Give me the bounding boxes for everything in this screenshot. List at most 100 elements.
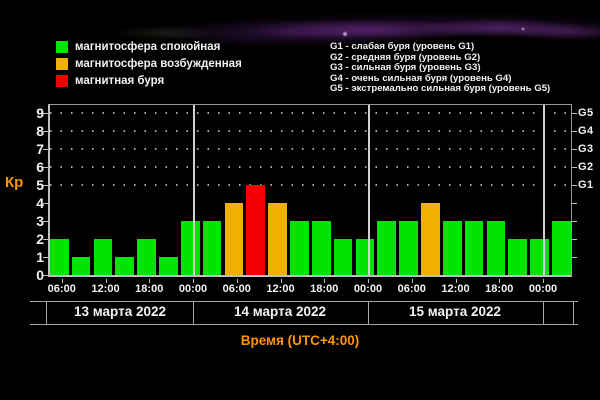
x-axis-tick [368, 279, 370, 283]
magnetosphere-legend: магнитосфера спокойная магнитосфера возб… [56, 38, 242, 89]
y-axis-tick [43, 113, 48, 115]
y-axis-tick [43, 167, 48, 169]
kp-bar [290, 221, 309, 275]
storm-scale-line-g3: G3 - сильная буря (уровень G3) [330, 62, 481, 74]
kp-bar [464, 221, 484, 275]
time-tick-label: 00:00 [353, 283, 383, 295]
right-axis-tick [572, 113, 577, 115]
time-tick-label: 12:00 [266, 283, 295, 295]
date-band-line [30, 324, 578, 325]
kp-bar [159, 257, 178, 275]
y-axis-tick [43, 185, 48, 187]
plot-grid-line [50, 184, 571, 186]
kp-bar [50, 239, 69, 275]
date-band-tick [573, 301, 574, 324]
y-tick-label: 8 [36, 123, 44, 139]
y-tick-label: 9 [36, 105, 44, 121]
date-label: 14 марта 2022 [233, 304, 327, 319]
y-axis-tick [43, 257, 48, 259]
right-axis-tick [572, 185, 577, 187]
legend-item-label: магнитосфера спокойная [75, 40, 221, 53]
time-tick-label: 12:00 [441, 283, 470, 295]
time-tick-label: 12:00 [91, 283, 120, 295]
y-axis-tick [43, 149, 48, 151]
x-axis-tick [61, 279, 63, 283]
date-band-tick [193, 301, 194, 324]
x-axis-tick [193, 279, 195, 283]
y-axis-tick [43, 239, 48, 241]
kp-bar [399, 221, 418, 275]
y-tick-label: 4 [36, 195, 44, 211]
storm-scale-line-g1: G1 - слабая буря (уровень G1) [330, 41, 475, 52]
time-tick-label: 06:00 [397, 283, 426, 295]
right-axis-tick [572, 149, 577, 151]
date-band-tick [46, 301, 47, 324]
time-tick-label: 06:00 [47, 283, 76, 295]
storm-scale-line-g4: G4 - очень сильная буря (уровень G4) [330, 72, 512, 84]
kp-bar [508, 239, 528, 275]
plot-grid-line [50, 130, 571, 132]
excited-swatch-icon [56, 57, 68, 70]
plot-area [48, 104, 572, 277]
x-axis-tick [499, 279, 501, 283]
date-label: 13 марта 2022 [73, 304, 167, 319]
kp-bar [552, 221, 571, 275]
day-separator-line [543, 105, 545, 275]
date-band-line [30, 301, 578, 302]
legend-item-excited: магнитосфера возбужденная [56, 55, 242, 72]
storm-scale-line-g5: G5 - экстремально сильная буря (уровень … [330, 83, 551, 95]
y-tick-label: 5 [36, 177, 44, 193]
kp-bar [355, 239, 375, 275]
day-separator-line [193, 105, 195, 275]
legend-item-label: магнитная буря [75, 74, 165, 87]
date-band-tick [368, 301, 369, 324]
kp-bar [442, 221, 462, 275]
kp-axis-title: Кр [5, 174, 24, 191]
time-tick-label: 00:00 [178, 283, 208, 295]
kp-bar [421, 203, 440, 275]
kp-bar [224, 203, 244, 275]
right-axis-tick [572, 221, 577, 223]
kp-bar [377, 221, 397, 275]
g-level-label: G3 [578, 143, 594, 155]
x-axis-tick [149, 279, 151, 283]
time-tick-label: 00:00 [528, 283, 558, 295]
kp-bar [246, 185, 266, 275]
y-tick-label: 3 [36, 213, 44, 229]
x-axis-tick [411, 279, 413, 283]
time-tick-label: 18:00 [135, 283, 164, 295]
kp-bar [180, 221, 200, 275]
storm-scale-legend: G1 - слабая буря (уровень G1) G2 - средн… [330, 41, 551, 95]
plot-grid-line [50, 112, 571, 114]
kp-bar [486, 221, 506, 275]
right-axis-tick [572, 257, 577, 259]
time-tick-label: 18:00 [485, 283, 514, 295]
time-tick-label: 06:00 [222, 283, 251, 295]
legend-item-storm: магнитная буря [56, 72, 242, 89]
x-axis-tick [105, 279, 107, 283]
g-level-label: G1 [578, 179, 594, 191]
y-tick-label: 7 [36, 141, 44, 157]
legend-item-label: магнитосфера возбужденная [75, 57, 242, 70]
calm-swatch-icon [56, 40, 68, 53]
g-level-label: G4 [578, 125, 594, 137]
x-axis-tick [543, 279, 545, 283]
kp-bar [311, 221, 331, 275]
kp-bar [202, 221, 222, 275]
x-axis-tick [236, 279, 238, 283]
kp-bar [530, 239, 549, 275]
kp-bar [93, 239, 113, 275]
day-separator-line [368, 105, 370, 275]
g-level-label: G5 [578, 107, 594, 119]
kp-bar [115, 257, 135, 275]
time-axis-title: Время (UTC+4:00) [240, 333, 360, 348]
right-axis-tick [572, 203, 577, 205]
y-axis-tick [43, 131, 48, 133]
plot-grid-line [50, 166, 571, 168]
right-axis-tick [572, 239, 577, 241]
x-axis-tick [455, 279, 457, 283]
x-axis-tick [324, 279, 326, 283]
y-axis-tick [43, 203, 48, 205]
y-tick-label: 6 [36, 159, 44, 175]
kp-bar [268, 203, 287, 275]
